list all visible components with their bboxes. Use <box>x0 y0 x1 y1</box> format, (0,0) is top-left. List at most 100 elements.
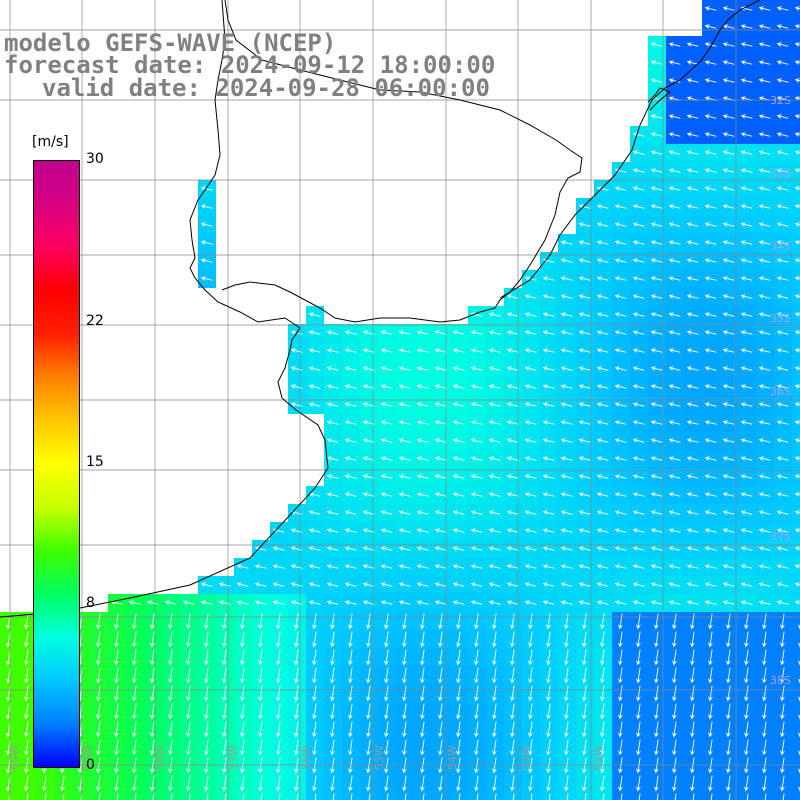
wind-arrow <box>434 546 447 551</box>
wind-arrow <box>366 775 371 792</box>
wind-arrow <box>96 685 101 702</box>
wind-arrow <box>132 613 137 630</box>
wind-arrow <box>488 492 501 497</box>
wind-arrow <box>704 348 717 353</box>
wind-arrow <box>200 258 213 263</box>
longitude-label: 55W <box>373 745 386 770</box>
wind-arrow <box>722 564 735 569</box>
wind-speed-cell <box>198 792 216 800</box>
wind-arrow <box>506 564 519 569</box>
wind-speed-cell <box>756 792 774 800</box>
wind-arrow <box>650 546 663 551</box>
wind-arrow <box>326 330 339 335</box>
wind-arrow <box>312 667 317 684</box>
wind-arrow <box>618 631 623 648</box>
wind-arrow <box>560 582 573 587</box>
wind-arrow <box>600 613 605 630</box>
wind-arrow <box>704 510 717 515</box>
wind-arrow <box>344 348 357 353</box>
wind-arrow <box>24 775 29 792</box>
wind-arrow <box>776 78 789 83</box>
wind-arrow <box>132 667 137 684</box>
wind-speed-cell <box>594 792 612 800</box>
wind-arrow <box>578 240 591 245</box>
wind-arrow <box>776 528 789 533</box>
wind-arrow <box>542 402 555 407</box>
wind-arrow <box>780 721 785 738</box>
wind-arrow <box>438 667 443 684</box>
wind-arrow <box>708 739 713 756</box>
wind-arrow <box>506 312 519 317</box>
wind-arrow <box>596 510 609 515</box>
wind-arrow <box>222 739 227 756</box>
wind-arrow <box>542 600 555 605</box>
wind-arrow <box>276 649 281 666</box>
wind-arrow <box>42 775 47 792</box>
wind-arrow <box>278 793 281 800</box>
wind-arrow <box>740 330 753 335</box>
wind-arrow <box>326 474 339 479</box>
wind-arrow <box>276 703 281 720</box>
wind-arrow <box>776 546 789 551</box>
wind-arrow <box>794 168 800 173</box>
wind-arrow <box>614 276 627 281</box>
wind-arrow <box>618 703 623 720</box>
wind-arrow <box>290 564 303 569</box>
wind-arrow <box>668 564 681 569</box>
wind-arrow <box>416 564 429 569</box>
wind-arrow <box>366 613 371 630</box>
wind-arrow <box>744 685 749 702</box>
wind-arrow <box>758 258 771 263</box>
wind-speed-cell <box>432 792 450 800</box>
wind-arrow <box>668 582 681 587</box>
wind-arrow <box>114 631 119 648</box>
wind-arrow <box>350 793 353 800</box>
wind-arrow <box>686 600 699 605</box>
wind-arrow <box>672 775 677 792</box>
wind-arrow <box>114 613 119 630</box>
wind-arrow <box>596 438 609 443</box>
wind-arrow <box>578 312 591 317</box>
wind-arrow <box>330 775 335 792</box>
wind-arrow <box>344 492 357 497</box>
wind-arrow <box>294 703 299 720</box>
wind-speed-cell <box>792 162 800 180</box>
wind-arrow <box>168 739 173 756</box>
wind-speed-cell <box>792 792 800 800</box>
wind-arrow <box>438 613 443 630</box>
wind-arrow <box>614 294 627 299</box>
wind-arrow <box>596 474 609 479</box>
wind-arrow <box>600 775 605 792</box>
wind-speed-cell <box>792 198 800 216</box>
wind-arrow <box>456 739 461 756</box>
wind-arrow <box>776 600 789 605</box>
latitude-label: 38S <box>770 674 791 687</box>
wind-arrow <box>330 649 335 666</box>
wind-arrow <box>380 348 393 353</box>
wind-arrow <box>258 739 263 756</box>
wind-arrow <box>114 649 119 666</box>
wind-arrow <box>132 649 137 666</box>
wind-arrow <box>150 721 155 738</box>
wind-arrow <box>434 456 447 461</box>
wind-arrow <box>740 600 753 605</box>
wind-arrow <box>596 186 609 191</box>
wind-arrow <box>650 384 663 389</box>
wind-arrow <box>438 721 443 738</box>
wind-arrow <box>564 703 569 720</box>
wind-arrow <box>560 600 573 605</box>
wind-arrow <box>272 582 285 587</box>
wind-arrow <box>668 348 681 353</box>
wind-arrow <box>690 739 695 756</box>
wind-arrow <box>492 721 497 738</box>
wind-arrow <box>362 402 375 407</box>
wind-arrow <box>794 510 800 515</box>
wind-arrow <box>542 384 555 389</box>
wind-speed-cell <box>792 342 800 360</box>
wind-arrow <box>344 366 357 371</box>
wind-arrow <box>740 114 753 119</box>
wind-arrow <box>96 775 101 792</box>
wind-arrow <box>362 564 375 569</box>
wind-arrow <box>384 685 389 702</box>
wind-arrow <box>344 420 357 425</box>
